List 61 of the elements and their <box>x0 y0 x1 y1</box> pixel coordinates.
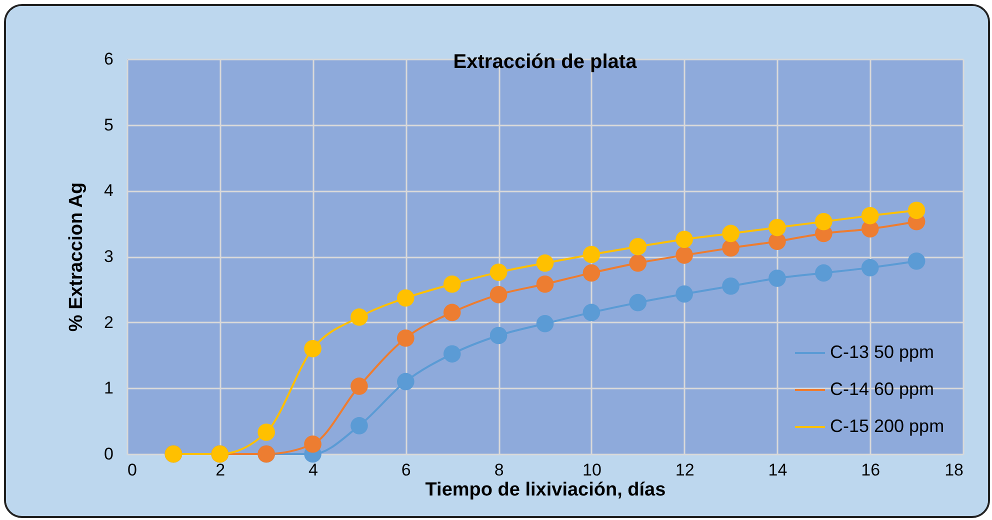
y-tick-label: 3 <box>104 247 114 266</box>
point <box>443 276 461 293</box>
point <box>908 202 926 220</box>
chart-title: Extracción de plata <box>453 51 638 73</box>
point <box>676 285 693 303</box>
y-tick-label: 1 <box>104 378 114 398</box>
point <box>722 277 740 295</box>
point <box>582 264 600 282</box>
point <box>676 230 693 248</box>
point <box>397 329 414 347</box>
point <box>258 424 275 441</box>
point <box>815 264 832 282</box>
point <box>490 326 508 344</box>
point <box>350 378 368 395</box>
point <box>768 270 786 287</box>
point <box>443 304 461 322</box>
x-tick-label: 4 <box>308 460 318 480</box>
point <box>908 252 926 270</box>
point <box>490 286 508 304</box>
point <box>582 246 600 264</box>
point <box>536 315 554 332</box>
point <box>815 212 832 230</box>
x-tick-label: 18 <box>944 460 964 480</box>
x-axis-title: Tiempo de lixiviación, días <box>425 480 666 500</box>
y-tick-label: 4 <box>104 181 114 200</box>
point <box>397 372 414 390</box>
point <box>350 308 368 326</box>
point <box>722 224 740 242</box>
y-tick-label: 5 <box>104 115 114 134</box>
x-tick-label: 6 <box>401 460 411 480</box>
point <box>676 246 693 264</box>
point <box>304 435 322 453</box>
x-tick-label: 12 <box>675 460 694 480</box>
x-tick-label: 2 <box>216 460 226 480</box>
x-tick-label: 14 <box>768 460 788 480</box>
point <box>629 238 647 256</box>
point <box>582 304 600 322</box>
legend-label: C-15 200 ppm <box>830 416 944 436</box>
point <box>768 218 786 236</box>
point <box>629 294 647 312</box>
legend-label: C-13 50 ppm <box>830 342 934 362</box>
point <box>350 417 368 434</box>
x-tick-label: 0 <box>128 460 137 480</box>
y-tick-label: 2 <box>104 312 114 332</box>
point <box>490 264 508 281</box>
point <box>861 259 879 276</box>
point <box>443 345 461 363</box>
y-tick-label: 0 <box>104 444 114 464</box>
point <box>304 340 322 358</box>
y-axis-title: % Extraccion Ag <box>66 182 88 332</box>
x-tick-label: 16 <box>861 460 880 480</box>
x-tick-label: 8 <box>494 460 504 480</box>
point <box>629 254 647 272</box>
x-tick-label: 10 <box>582 460 602 480</box>
point <box>722 239 740 257</box>
legend-label: C-14 60 ppm <box>830 379 934 399</box>
y-tick-label: 6 <box>104 50 114 68</box>
point <box>861 207 879 224</box>
point <box>397 289 414 307</box>
point <box>536 276 554 293</box>
point <box>536 254 554 272</box>
